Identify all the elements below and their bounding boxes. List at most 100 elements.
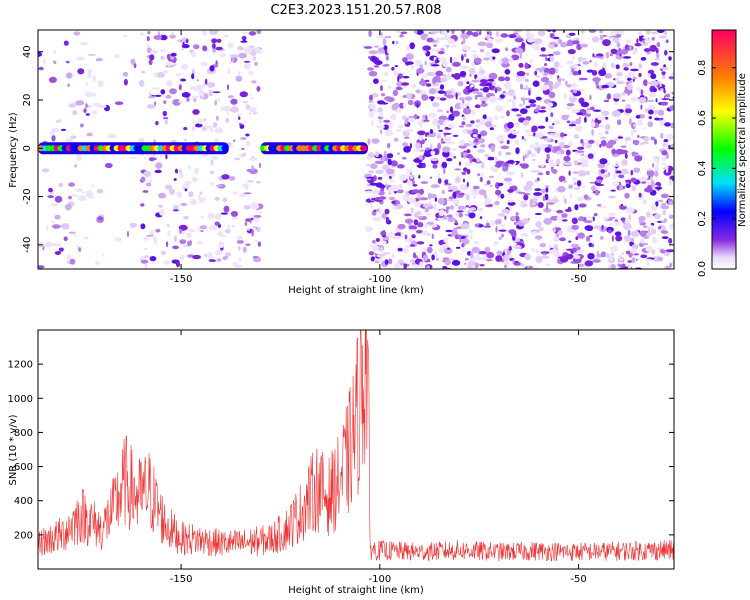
heatmap-cell (54, 195, 63, 203)
heatmap-cell (380, 85, 383, 92)
heatmap-cell (543, 72, 549, 76)
heatmap-cell (513, 222, 517, 225)
heatmap-cell (494, 88, 498, 94)
heatmap-cell (486, 251, 495, 259)
heatmap-cell (522, 155, 525, 162)
heatmap-cell (245, 140, 251, 147)
heatmap-cell (507, 199, 515, 203)
heatmap-cell (151, 87, 160, 90)
heatmap-cell (447, 217, 456, 223)
heatmap-cell (365, 176, 375, 179)
heatmap-cell (568, 184, 574, 189)
heatmap-cell (498, 150, 502, 157)
heatmap-cell (374, 160, 384, 164)
heatmap-cell (583, 143, 588, 147)
heatmap-cell (458, 97, 465, 101)
heatmap-cell (397, 247, 403, 252)
heatmap-cell (153, 35, 162, 40)
heatmap-cell (247, 180, 254, 183)
heatmap-cell (215, 249, 222, 256)
heatmap-cell (463, 167, 468, 172)
heatmap-cell (445, 66, 452, 73)
heatmap-cell (80, 41, 89, 46)
heatmap-cell (409, 259, 415, 263)
figure-title: C2E3.2023.151.20.57.R08 (270, 3, 441, 18)
heatmap-cell (648, 116, 652, 120)
heatmap-cell (91, 92, 97, 97)
heatmap-cell (252, 255, 259, 259)
heatmap-cell (663, 139, 669, 143)
heatmap-cell (471, 189, 475, 195)
heatmap-cell (540, 144, 545, 149)
heatmap-cell (598, 69, 607, 77)
heatmap-cell (461, 54, 464, 61)
heatmap-cell (156, 72, 165, 78)
heatmap-cell (512, 248, 515, 252)
heatmap-cell (215, 115, 219, 121)
heatmap-cell (252, 56, 256, 61)
heatmap-cell (451, 185, 458, 192)
heatmap-cell (458, 144, 467, 149)
heatmap-cell (442, 136, 452, 143)
heatmap-cell (477, 41, 487, 47)
heatmap-cell (388, 85, 392, 89)
heatmap-cell (464, 262, 467, 265)
heatmap-cell (497, 213, 505, 217)
heatmap-cell (573, 159, 578, 166)
heatmap-cell (461, 30, 465, 34)
heatmap-cell (238, 193, 246, 198)
heatmap-cell (384, 71, 389, 77)
snr-x-tick-label: -50 (570, 574, 586, 585)
heatmap-cell (436, 163, 440, 166)
heatmap-cell (660, 132, 664, 139)
heatmap-cell (638, 63, 643, 69)
heatmap-cell (388, 186, 393, 194)
heatmap-cell (518, 62, 524, 68)
heatmap-cell (602, 216, 610, 220)
heatmap-cell (392, 89, 399, 97)
heatmap-cell (656, 42, 661, 47)
heatmap-cell (451, 259, 461, 266)
heatmap-cell (668, 237, 673, 244)
heatmap-cell (393, 70, 399, 77)
heatmap-cell (239, 124, 245, 129)
heatmap-cell (74, 233, 77, 238)
heatmap-cell (47, 195, 54, 199)
heatmap-cell (388, 258, 393, 265)
heatmap-cell (184, 138, 188, 142)
heatmap-cell (502, 254, 510, 262)
heatmap-cell (655, 201, 659, 207)
heatmap-cell (665, 249, 674, 253)
heatmap-cell (426, 71, 436, 77)
heatmap-cell (534, 188, 542, 192)
heatmap-cell (608, 195, 617, 199)
heatmap-cell (576, 112, 583, 116)
heatmap-cell (647, 99, 655, 102)
heatmap-cell (495, 38, 504, 43)
heatmap-cell (608, 212, 616, 218)
heatmap-cell (215, 46, 223, 51)
heatmap-cell (484, 246, 491, 253)
heatmap-cell (424, 61, 428, 66)
heatmap-cell (529, 144, 537, 149)
heatmap-cell (470, 50, 477, 53)
heatmap-cell (436, 96, 441, 100)
heatmap-cell (44, 241, 54, 248)
heatmap-cell (406, 180, 412, 186)
heatmap-cell (425, 133, 428, 138)
heatmap-cell (437, 142, 441, 150)
heatmap-cell (46, 225, 49, 232)
heatmap-cell (464, 162, 472, 166)
heatmap-cell (528, 89, 531, 96)
heatmap-cell (459, 70, 467, 77)
heatmap-cell (602, 174, 609, 178)
heatmap-cell (491, 48, 500, 54)
heatmap-cell (444, 34, 448, 40)
heatmap-cell (383, 119, 391, 123)
colorbar-label: Normalized spectral amplitude (737, 73, 748, 227)
heatmap-cell (474, 95, 484, 97)
heatmap-cell (526, 153, 530, 158)
heatmap-cell (447, 123, 455, 129)
heatmap-cell (519, 51, 523, 59)
heatmap-cell (530, 170, 539, 173)
